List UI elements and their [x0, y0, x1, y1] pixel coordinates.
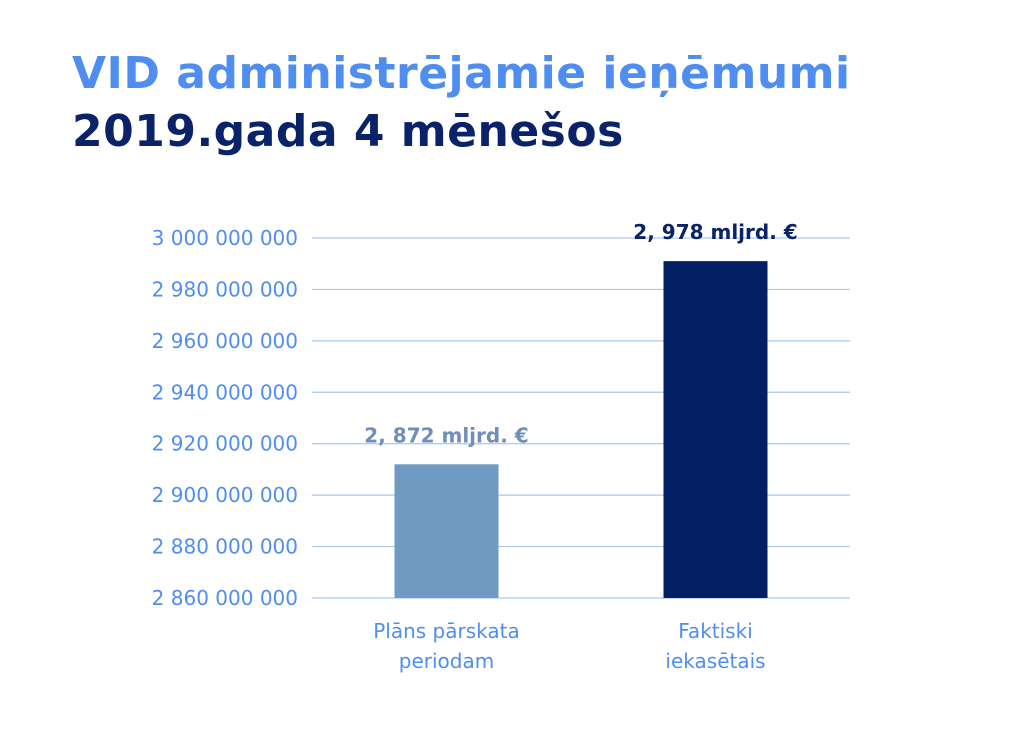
y-tick-label: 3 000 000 000 — [152, 226, 298, 250]
bars — [394, 261, 768, 598]
bar-2 — [663, 261, 768, 598]
page-title-line1: VID administrējamie ieņēmumi — [72, 48, 851, 99]
category-label-1: periodam — [399, 649, 494, 673]
y-tick-label: 2 880 000 000 — [152, 535, 298, 559]
data-label-2: 2, 978 mljrd. € — [633, 220, 797, 244]
gridlines — [312, 237, 850, 599]
data-labels: 2, 872 mljrd. € 2, 978 mljrd. € — [364, 220, 797, 447]
data-label-1: 2, 872 mljrd. € — [364, 423, 528, 447]
y-tick-label: 2 960 000 000 — [152, 329, 298, 353]
category-label-2: Faktiski — [678, 619, 752, 643]
y-tick-label: 2 860 000 000 — [152, 586, 298, 610]
category-labels: Plāns pārskata periodam Faktiski iekasētais — [373, 619, 765, 673]
page-title-line2: 2019.gada 4 mēnešos — [72, 106, 624, 157]
category-label-2: iekasētais — [665, 649, 765, 673]
y-tick-label: 2 980 000 000 — [152, 277, 298, 301]
category-label-1: Plāns pārskata — [373, 619, 520, 643]
y-tick-label: 2 920 000 000 — [152, 432, 298, 456]
y-tick-label: 2 900 000 000 — [152, 483, 298, 507]
y-axis-ticks: 2 860 000 000 2 880 000 000 2 900 000 000 2… — [152, 226, 298, 610]
y-tick-label: 2 940 000 000 — [152, 380, 298, 404]
bar-1 — [394, 464, 499, 598]
